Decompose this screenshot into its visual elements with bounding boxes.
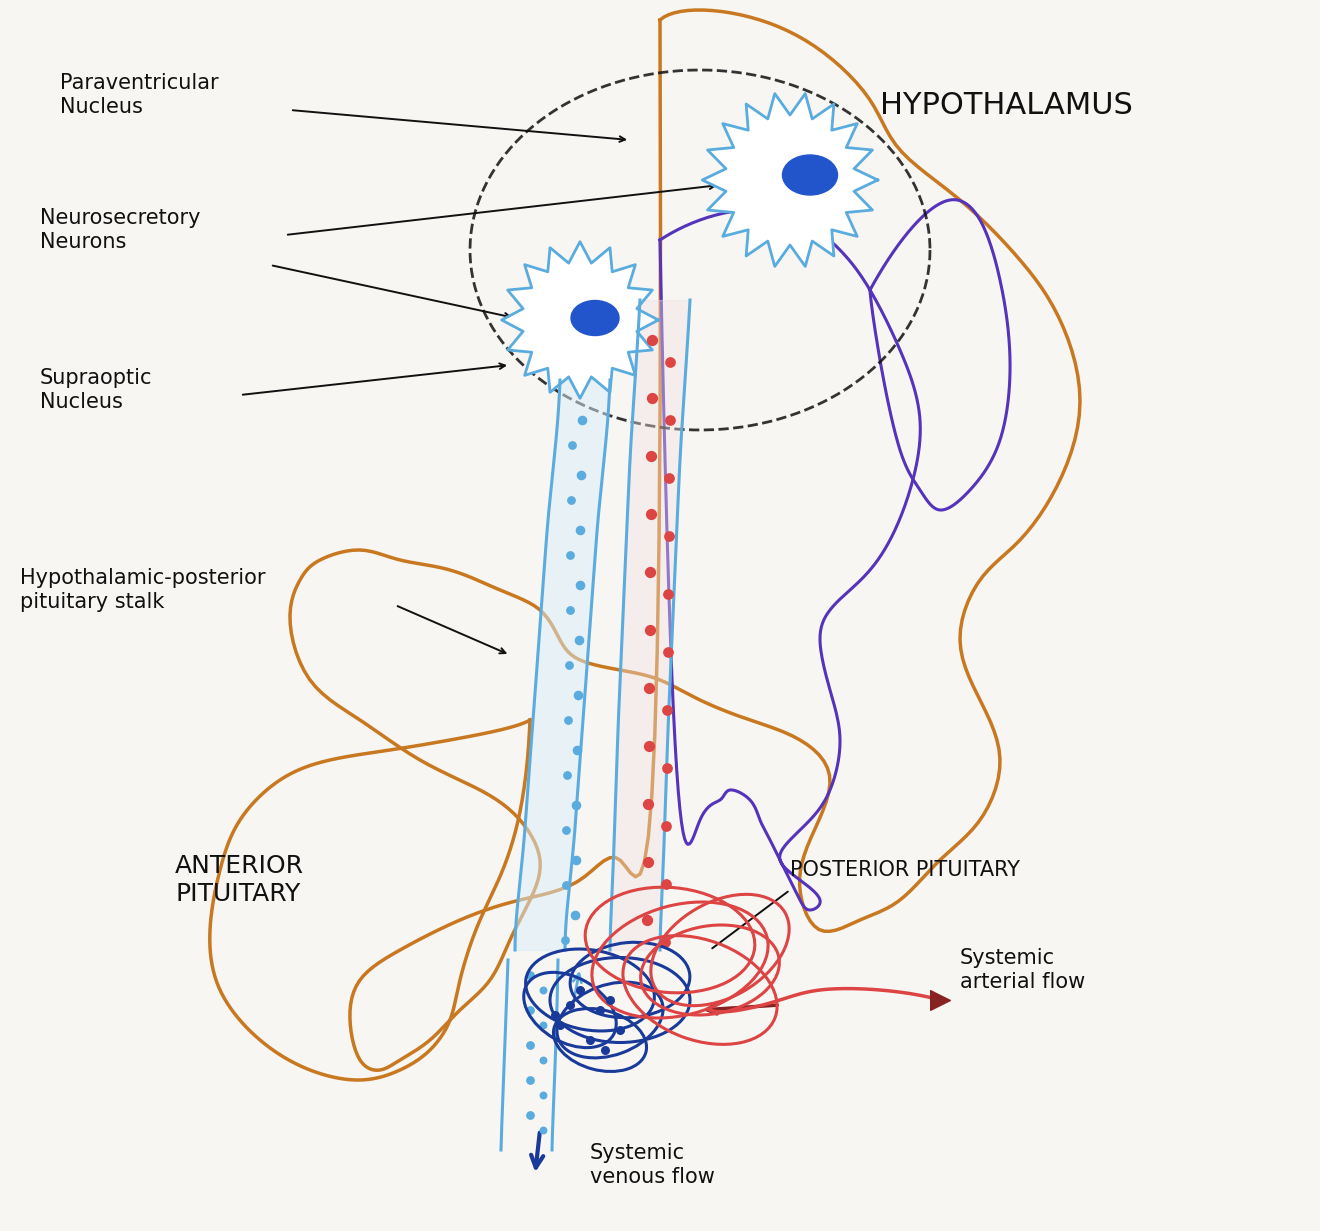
Point <box>568 630 589 650</box>
Point <box>659 410 680 430</box>
Point <box>560 601 581 620</box>
Point <box>554 931 576 950</box>
Point <box>657 526 678 545</box>
Point <box>640 446 661 465</box>
Point <box>554 875 576 895</box>
Point <box>561 490 582 510</box>
Point <box>656 700 677 720</box>
Point <box>557 766 578 785</box>
Point <box>638 794 659 814</box>
Text: Systemic
arterial flow: Systemic arterial flow <box>960 948 1085 992</box>
Point <box>564 905 585 924</box>
Polygon shape <box>702 94 878 266</box>
Point <box>642 388 663 407</box>
Text: Systemic
venous flow: Systemic venous flow <box>590 1144 715 1187</box>
Point <box>520 1070 541 1089</box>
Polygon shape <box>502 241 659 399</box>
Point <box>569 980 590 1000</box>
Point <box>656 816 677 836</box>
Point <box>558 655 579 675</box>
Point <box>566 795 587 815</box>
Text: Neurosecretory
Neurons: Neurosecretory Neurons <box>40 208 201 251</box>
Point <box>599 990 620 1009</box>
Point <box>929 990 950 1009</box>
Point <box>570 465 591 485</box>
Point <box>569 575 590 595</box>
Text: HYPOTHALAMUS: HYPOTHALAMUS <box>880 91 1133 119</box>
Point <box>656 758 677 778</box>
Point <box>532 980 553 1000</box>
Point <box>549 1016 570 1035</box>
Point <box>532 1120 553 1140</box>
Point <box>655 932 676 952</box>
Text: Paraventricular
Nucleus: Paraventricular Nucleus <box>59 74 219 117</box>
Text: Supraoptic
Nucleus: Supraoptic Nucleus <box>40 368 153 411</box>
Point <box>560 995 581 1014</box>
Point <box>590 1000 611 1019</box>
Point <box>544 1006 565 1025</box>
Point <box>636 910 657 929</box>
Point <box>660 352 681 372</box>
Point <box>520 965 541 985</box>
Point <box>556 820 577 840</box>
Point <box>560 545 581 565</box>
Point <box>657 643 678 662</box>
Text: ANTERIOR
PITUITARY: ANTERIOR PITUITARY <box>176 854 304 906</box>
Point <box>579 1030 601 1050</box>
Point <box>520 1035 541 1055</box>
Point <box>639 678 660 698</box>
Point <box>561 435 582 454</box>
Point <box>557 710 578 730</box>
Point <box>638 736 659 756</box>
Point <box>565 851 586 870</box>
Ellipse shape <box>572 300 619 336</box>
Point <box>655 874 676 894</box>
Point <box>639 620 660 640</box>
Point <box>639 563 660 582</box>
Point <box>570 521 591 540</box>
Point <box>659 468 680 487</box>
Point <box>532 1050 553 1070</box>
Point <box>568 686 589 705</box>
Point <box>610 1020 631 1040</box>
Point <box>638 852 659 872</box>
Point <box>532 1086 553 1105</box>
Point <box>642 330 663 350</box>
Point <box>520 1000 541 1019</box>
Point <box>640 505 661 524</box>
Text: POSTERIOR PITUITARY: POSTERIOR PITUITARY <box>789 860 1020 880</box>
Point <box>572 410 593 430</box>
Point <box>532 1016 553 1035</box>
Point <box>594 1040 615 1060</box>
Point <box>657 585 678 604</box>
Point <box>520 1105 541 1125</box>
Text: Hypothalamic-posterior
pituitary stalk: Hypothalamic-posterior pituitary stalk <box>20 569 265 612</box>
Ellipse shape <box>783 155 837 194</box>
Point <box>566 740 587 760</box>
